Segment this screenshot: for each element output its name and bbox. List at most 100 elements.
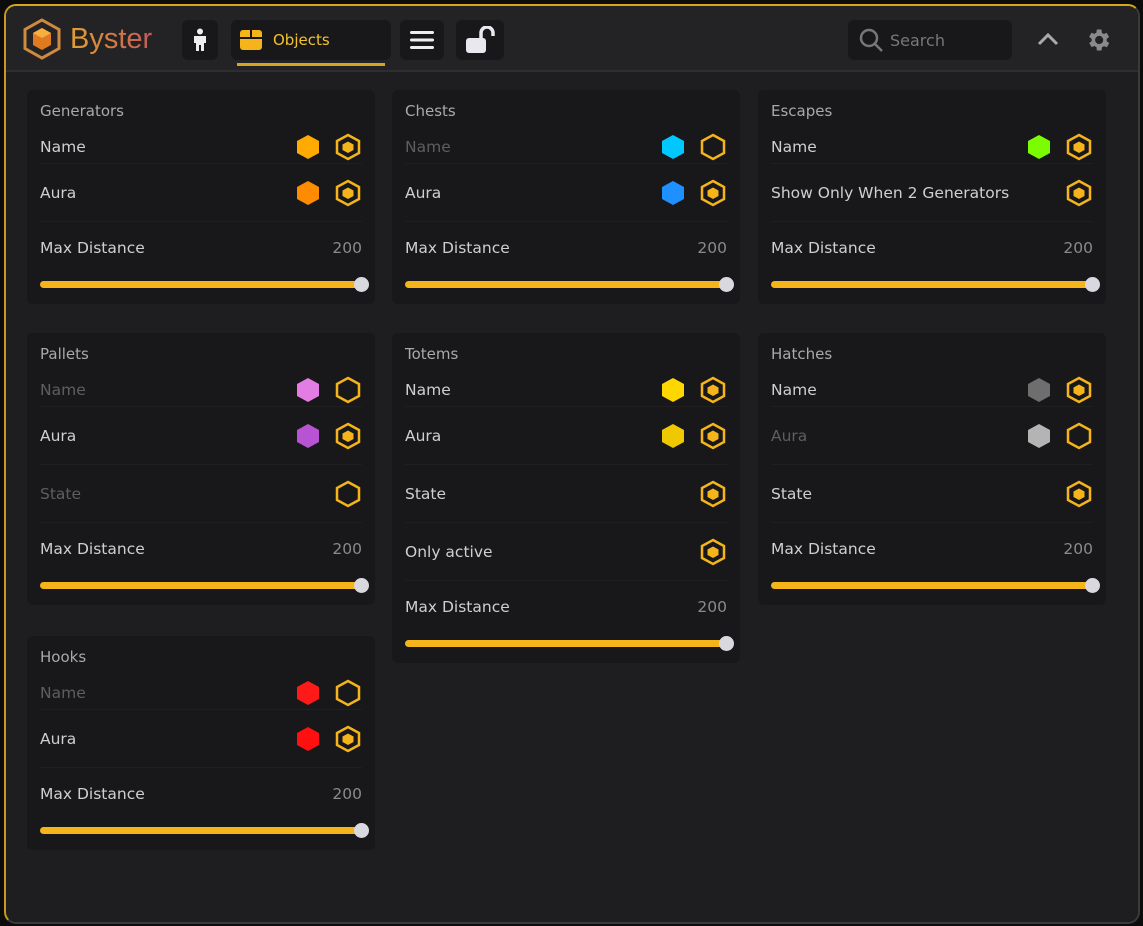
setting-label: State: [771, 484, 813, 503]
slider-knob[interactable]: [1085, 578, 1100, 593]
setting-label: Aura: [40, 426, 77, 445]
setting-row: Name: [405, 373, 727, 407]
slider-knob[interactable]: [354, 277, 369, 292]
color-picker-swatch[interactable]: [294, 179, 322, 207]
max-distance-slider[interactable]: [771, 575, 1100, 605]
toggle-on-hex-icon[interactable]: [699, 480, 727, 508]
toggle-on-hex-icon[interactable]: [334, 422, 362, 450]
toggle-on-hex-icon[interactable]: [699, 422, 727, 450]
toggle-on-hex-icon[interactable]: [699, 179, 727, 207]
setting-row: Aura: [405, 407, 727, 465]
max-distance-value: 200: [1063, 239, 1093, 257]
setting-label: Name: [40, 683, 86, 702]
setting-label: Name: [771, 137, 817, 156]
max-distance-value: 200: [332, 540, 362, 558]
setting-row: Name: [405, 130, 727, 164]
color-picker-swatch[interactable]: [659, 422, 687, 450]
slider-fill: [771, 281, 1093, 288]
setting-row: Aura: [40, 407, 362, 465]
slider-knob[interactable]: [1085, 277, 1100, 292]
max-distance-row: Max Distance 200: [40, 222, 362, 274]
toggle-on-hex-icon[interactable]: [1065, 179, 1093, 207]
color-picker-swatch[interactable]: [294, 376, 322, 404]
setting-label: State: [405, 484, 447, 503]
color-picker-swatch[interactable]: [1025, 133, 1053, 161]
toggle-off-hex-icon[interactable]: [334, 679, 362, 707]
max-distance-slider[interactable]: [40, 575, 369, 605]
box-icon: [240, 30, 262, 50]
setting-row: Aura: [405, 164, 727, 222]
max-distance-slider[interactable]: [40, 274, 369, 304]
setting-label: Aura: [405, 426, 442, 445]
slider-knob[interactable]: [719, 636, 734, 651]
toggle-on-hex-icon[interactable]: [334, 179, 362, 207]
setting-label: Only active: [405, 542, 493, 561]
max-distance-row: Max Distance 200: [40, 768, 362, 820]
max-distance-row: Max Distance 200: [771, 222, 1093, 274]
card-totems: Totems Name Aura State Only active Max Di…: [392, 333, 740, 663]
color-picker-swatch[interactable]: [294, 133, 322, 161]
color-picker-swatch[interactable]: [1025, 376, 1053, 404]
slider-knob[interactable]: [354, 823, 369, 838]
slider-fill: [40, 281, 362, 288]
setting-row: State: [771, 465, 1093, 523]
toggle-on-hex-icon[interactable]: [334, 133, 362, 161]
setting-label: Name: [40, 137, 86, 156]
setting-row: Name: [40, 130, 362, 164]
toggle-off-hex-icon[interactable]: [1065, 422, 1093, 450]
toggle-off-hex-icon[interactable]: [334, 376, 362, 404]
setting-row: Name: [771, 373, 1093, 407]
setting-label: Aura: [40, 729, 77, 748]
setting-label: Name: [40, 380, 86, 399]
color-picker-swatch[interactable]: [659, 133, 687, 161]
menu-button[interactable]: [400, 20, 444, 60]
search-input[interactable]: Search: [848, 20, 1012, 60]
slider-fill: [771, 582, 1093, 589]
toggle-on-hex-icon[interactable]: [1065, 133, 1093, 161]
max-distance-label: Max Distance: [40, 785, 145, 803]
toggle-on-hex-icon[interactable]: [334, 725, 362, 753]
toggle-on-hex-icon[interactable]: [699, 538, 727, 566]
max-distance-value: 200: [697, 239, 727, 257]
color-picker-swatch[interactable]: [294, 725, 322, 753]
player-tab[interactable]: [182, 20, 218, 60]
color-picker-swatch[interactable]: [659, 376, 687, 404]
toggle-off-hex-icon[interactable]: [334, 480, 362, 508]
max-distance-row: Max Distance 200: [405, 581, 727, 633]
max-distance-slider[interactable]: [405, 633, 734, 663]
max-distance-slider[interactable]: [40, 820, 369, 850]
setting-label: Aura: [40, 183, 77, 202]
setting-row: Aura: [40, 164, 362, 222]
setting-row: State: [40, 465, 362, 523]
lock-button[interactable]: [456, 20, 504, 60]
color-picker-swatch[interactable]: [294, 422, 322, 450]
setting-label: Name: [771, 380, 817, 399]
app-title: Byster: [70, 22, 153, 55]
slider-fill: [40, 827, 362, 834]
color-picker-swatch[interactable]: [294, 679, 322, 707]
max-distance-value: 200: [332, 785, 362, 803]
max-distance-slider[interactable]: [405, 274, 734, 304]
toggle-off-hex-icon[interactable]: [699, 133, 727, 161]
max-distance-label: Max Distance: [771, 540, 876, 558]
tab-objects[interactable]: Objects: [231, 20, 391, 66]
collapse-chevron-up-icon[interactable]: [1037, 32, 1059, 46]
settings-gear-icon[interactable]: [1084, 26, 1112, 54]
max-distance-value: 200: [697, 598, 727, 616]
max-distance-slider[interactable]: [771, 274, 1100, 304]
toggle-on-hex-icon[interactable]: [1065, 376, 1093, 404]
card-hatches: Hatches Name Aura State Max Distance 200: [758, 333, 1106, 605]
max-distance-row: Max Distance 200: [771, 523, 1093, 575]
color-picker-swatch[interactable]: [1025, 422, 1053, 450]
color-picker-swatch[interactable]: [659, 179, 687, 207]
slider-knob[interactable]: [719, 277, 734, 292]
search-icon: [859, 28, 883, 52]
max-distance-value: 200: [332, 239, 362, 257]
max-distance-value: 200: [1063, 540, 1093, 558]
slider-knob[interactable]: [354, 578, 369, 593]
person-icon: [194, 28, 206, 51]
card-title: Generators: [40, 102, 124, 120]
toggle-on-hex-icon[interactable]: [699, 376, 727, 404]
card-title: Hatches: [771, 345, 833, 363]
toggle-on-hex-icon[interactable]: [1065, 480, 1093, 508]
